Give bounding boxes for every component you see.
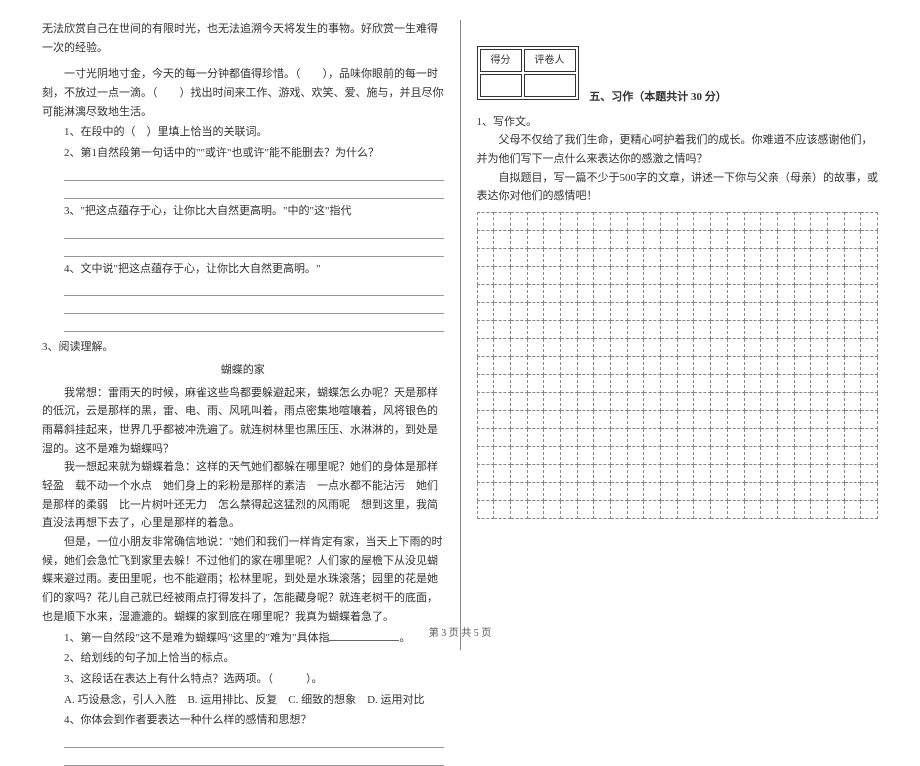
page: 无法欣赏自己在世间的有限时光，也无法追溯今天将发生的事物。好欣赏一生难得一次的经… bbox=[0, 0, 920, 650]
right-column: 得分评卷人 五、习作（本题共计 30 分） 1、写作文。 父母不仅给了我们生命，… bbox=[465, 20, 891, 650]
q1: 1、在段中的（ ）里填上恰当的关联词。 bbox=[64, 123, 444, 142]
answer-line bbox=[64, 281, 444, 296]
page-footer: 第 3 页 共 5 页 bbox=[0, 625, 920, 642]
spacer bbox=[477, 20, 879, 46]
answer-line bbox=[64, 751, 444, 766]
answer-line bbox=[64, 242, 444, 257]
rq3: 3、这段话在表达上有什么特点？选两项。（ ）。 bbox=[64, 670, 444, 689]
rq2: 2、给划线的句子加上恰当的标点。 bbox=[64, 649, 444, 668]
r-para-1: 我常想：雷雨天的时候，麻雀这些鸟都要躲避起来，蝴蝶怎么办呢？天是那样的低沉，云是… bbox=[42, 384, 444, 459]
score-box: 得分评卷人 bbox=[477, 46, 579, 100]
rq4: 4、你体会到作者要表达一种什么样的感情和思想？ bbox=[64, 711, 444, 730]
para-2: 一寸光阴地寸金，今天的每一分钟都值得珍惜。（ ），品味你眼前的每一时刻，不放过一… bbox=[42, 65, 444, 121]
passage-title: 蝴蝶的家 bbox=[42, 361, 444, 380]
para-1: 无法欣赏自己在世间的有限时光，也无法追溯今天将发生的事物。好欣赏一生难得一次的经… bbox=[42, 20, 444, 57]
answer-line bbox=[64, 224, 444, 239]
score-label: 得分 bbox=[480, 49, 522, 72]
column-divider bbox=[460, 20, 461, 650]
r-para-2: 我一想起来就为蝴蝶着急：这样的天气她们都躲在哪里呢？她们的身体是那样轻盈 载不动… bbox=[42, 458, 444, 533]
grader-label: 评卷人 bbox=[524, 49, 576, 72]
score-row: 得分评卷人 五、习作（本题共计 30 分） bbox=[477, 46, 879, 107]
q2: 2、第1自然段第一句话中的""或许"也或许"能不能删去？为什么？ bbox=[64, 144, 444, 163]
w2: 父母不仅给了我们生命，更精心呵护着我们的成长。你难道不应该感谢他们，并为他们写下… bbox=[477, 131, 879, 168]
answer-line bbox=[64, 299, 444, 314]
answer-line bbox=[64, 166, 444, 181]
grader-cell bbox=[524, 74, 576, 97]
q4: 4、文中说"把这点蕴存于心，让你比大自然更高明。" bbox=[64, 260, 444, 279]
answer-line bbox=[64, 733, 444, 748]
answer-line bbox=[64, 184, 444, 199]
q3: 3、"把这点蕴存于心，让你比大自然更高明。"中的"这"指代 bbox=[64, 202, 444, 221]
w1: 1、写作文。 bbox=[477, 113, 879, 132]
writing-grid bbox=[477, 212, 879, 519]
score-cell bbox=[480, 74, 522, 97]
answer-line bbox=[64, 317, 444, 332]
left-column: 无法欣赏自己在世间的有限时光，也无法追溯今天将发生的事物。好欣赏一生难得一次的经… bbox=[30, 20, 456, 650]
w3: 自拟题目，写一篇不少于500字的文章，讲述一下你与父亲（母亲）的故事，或表达你对… bbox=[477, 169, 879, 206]
section-3: 3、阅读理解。 bbox=[42, 338, 444, 357]
section-title: 五、习作（本题共计 30 分） bbox=[589, 88, 727, 107]
r-para-3: 但是，一位小朋友非常确信地说："她们和我们一样肯定有家，当天上下雨的时候，她们会… bbox=[42, 533, 444, 626]
rq-options: A. 巧设悬念，引人入胜 B. 运用排比、反复 C. 细致的想象 D. 运用对比 bbox=[64, 691, 444, 710]
